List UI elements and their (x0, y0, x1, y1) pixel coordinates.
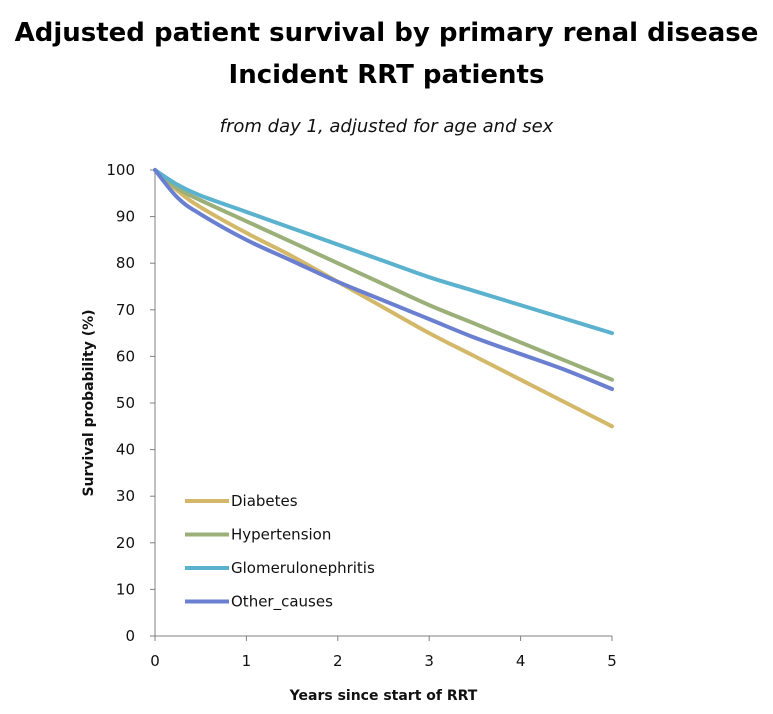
series-line-other-causes (153, 168, 614, 392)
chart-legend: Diabetes Hypertension Glomerulonephritis Ot… (185, 492, 375, 612)
y-tick-label: 50 (116, 394, 135, 412)
x-tick-label: 1 (242, 652, 252, 670)
legend-label-diabetes: Diabetes (231, 492, 298, 510)
y-tick-label: 100 (106, 161, 135, 179)
x-tick-label: 5 (607, 652, 617, 670)
y-tick-label: 0 (125, 627, 135, 645)
x-tick-label: 3 (424, 652, 434, 670)
x-tick-label: 2 (333, 652, 343, 670)
x-tick-label: 0 (150, 652, 160, 670)
y-tick-label: 90 (116, 208, 135, 226)
legend-label-glomerulonephritis: Glomerulonephritis (231, 559, 375, 577)
y-tick-label: 70 (116, 301, 135, 319)
chart-title: Adjusted patient survival by primary ren… (14, 18, 759, 48)
series-line-glomerulonephritis (153, 168, 614, 336)
y-tick-label: 20 (116, 534, 135, 552)
x-axis-label: Years since start of RRT (289, 688, 478, 704)
chart-title-line2: Incident RRT patients (228, 60, 545, 90)
x-tick-label: 4 (516, 652, 526, 670)
y-tick-label: 40 (116, 441, 135, 459)
y-tick-label: 30 (116, 487, 135, 505)
legend-label-other-causes: Other_causes (231, 593, 333, 612)
legend-label-hypertension: Hypertension (231, 526, 331, 544)
series-line-hypertension (153, 168, 614, 382)
y-tick-label: 10 (116, 580, 135, 598)
chart-subtitle: from day 1, adjusted for age and sex (219, 116, 554, 137)
y-tick-label: 60 (116, 347, 135, 365)
y-tick-label: 80 (116, 254, 135, 272)
series-line-diabetes (153, 168, 614, 429)
series-group (153, 168, 614, 429)
y-axis-label: Survival probability (%) (81, 309, 97, 496)
chart-axes: 0 10 20 30 40 50 60 70 80 90 100 0 1 2 3 4 5 (106, 161, 616, 670)
